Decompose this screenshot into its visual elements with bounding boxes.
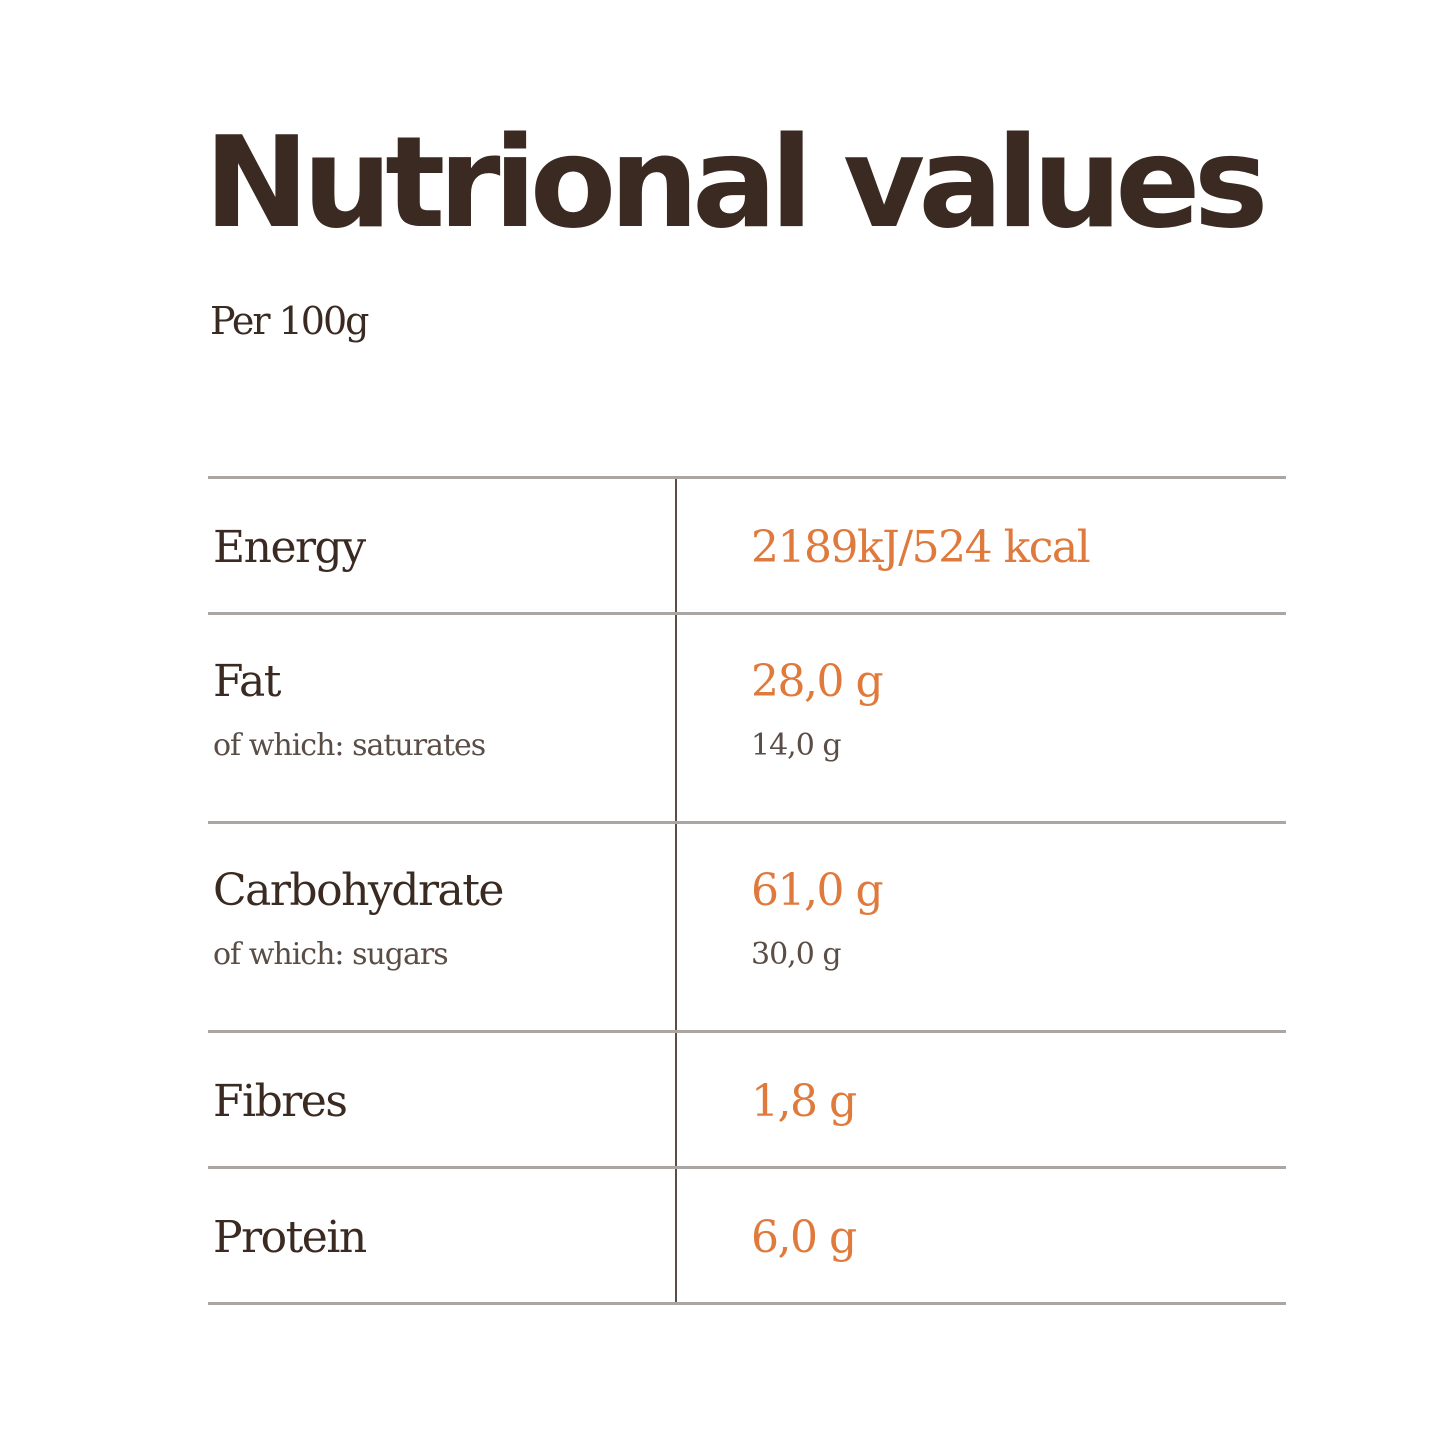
column-divider xyxy=(675,615,677,821)
nutrient-sub-label: of which: sugars xyxy=(213,937,449,972)
nutrient-label: Fat xyxy=(213,656,281,707)
nutrient-value: 28,0 g xyxy=(751,656,884,707)
nutrient-label: Carbohydrate xyxy=(213,865,504,916)
page-title: Nutrional values xyxy=(204,109,1269,256)
nutrition-row-protein: Protein 6,0 g xyxy=(208,1169,1286,1305)
nutrient-sub-value: 14,0 g xyxy=(751,728,842,763)
column-divider xyxy=(675,824,677,1030)
nutrient-label: Fibres xyxy=(213,1076,348,1127)
nutrient-value: 61,0 g xyxy=(751,865,884,916)
column-divider xyxy=(675,479,677,612)
nutrient-label: Energy xyxy=(213,522,366,573)
nutrient-label: Protein xyxy=(213,1212,367,1263)
nutrient-value: 1,8 g xyxy=(751,1076,857,1127)
nutrient-sub-label: of which: saturates xyxy=(213,728,486,763)
nutrient-value: 2189kJ/524 kcal xyxy=(751,522,1091,573)
serving-size: Per 100g xyxy=(210,299,369,343)
nutrient-value: 6,0 g xyxy=(751,1212,857,1263)
column-divider xyxy=(675,1033,677,1166)
nutrient-sub-value: 30,0 g xyxy=(751,937,842,972)
nutrition-table: Energy 2189kJ/524 kcal Fat of which: sat… xyxy=(208,476,1286,1305)
nutrition-row-carbohydrate: Carbohydrate of which: sugars 61,0 g 30,… xyxy=(208,824,1286,1033)
nutrition-row-energy: Energy 2189kJ/524 kcal xyxy=(208,479,1286,615)
nutrition-row-fibres: Fibres 1,8 g xyxy=(208,1033,1286,1169)
nutrition-row-fat: Fat of which: saturates 28,0 g 14,0 g xyxy=(208,615,1286,824)
column-divider xyxy=(675,1169,677,1302)
